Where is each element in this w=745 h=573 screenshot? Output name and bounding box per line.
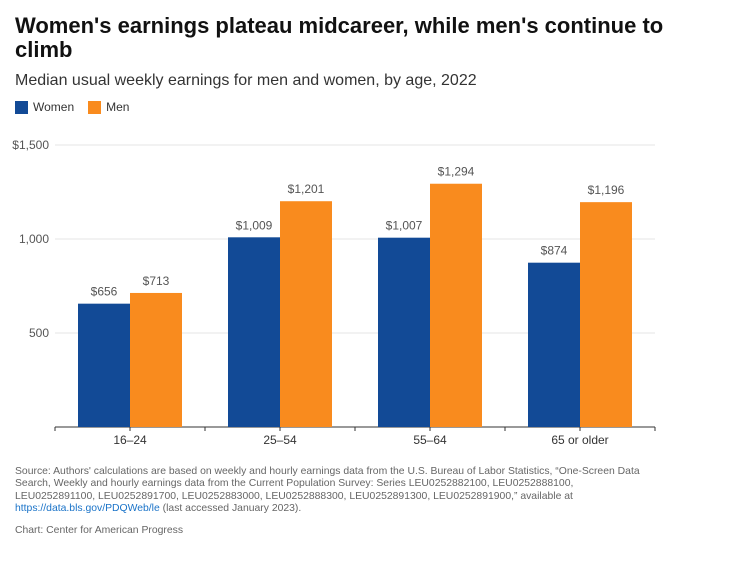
legend-item-women[interactable]: Women <box>15 100 74 114</box>
legend-swatch-women <box>15 100 28 114</box>
data-label: $713 <box>143 274 170 288</box>
data-label: $1,294 <box>438 165 475 179</box>
x-tick-label: 65 or older <box>551 433 608 447</box>
data-label: $1,201 <box>288 182 325 196</box>
y-tick-label: 1,000 <box>19 232 49 246</box>
bar-men <box>130 292 182 427</box>
source-text: Source: Authors' calculations are based … <box>15 466 640 502</box>
chart-credit: Chart: Center for American Progress <box>15 525 184 536</box>
source-link[interactable]: https://data.bls.gov/PDQWeb/le <box>15 503 160 515</box>
x-tick-label: 16–24 <box>113 433 147 447</box>
bar-men <box>280 201 332 427</box>
chart-subtitle: Median usual weekly earnings for men and… <box>15 72 477 89</box>
data-label: $656 <box>91 285 118 299</box>
bar-women <box>228 237 280 427</box>
chart-title: Women's earnings plateau midcareer, whil… <box>15 13 664 62</box>
legend: Women Men <box>15 100 143 114</box>
data-label: $1,196 <box>588 183 625 197</box>
y-tick-label: $1,500 <box>12 138 49 152</box>
legend-label-women: Women <box>33 100 75 114</box>
data-label: $1,009 <box>236 218 273 232</box>
legend-item-men[interactable]: Men <box>88 100 129 114</box>
bar-men <box>430 183 482 427</box>
source-access-note: (last accessed January 2023). <box>159 503 302 515</box>
y-tick-label: 500 <box>29 326 49 340</box>
data-label: $1,007 <box>386 219 423 233</box>
data-label: $874 <box>541 244 568 258</box>
bar-women <box>78 303 130 427</box>
bar-women <box>378 237 430 427</box>
legend-swatch-men <box>88 100 102 114</box>
bar-men <box>580 202 632 427</box>
x-tick-label: 25–54 <box>263 433 297 447</box>
source-note: Source: Authors' calculations are based … <box>15 466 655 516</box>
legend-label-men: Men <box>106 100 130 114</box>
bar-women <box>528 262 580 427</box>
bar-chart: 500 1,000 $1,500 $656 $713 16–24 $1,009 $1,201 2… <box>12 138 656 447</box>
x-tick-label: 55–64 <box>413 433 447 447</box>
